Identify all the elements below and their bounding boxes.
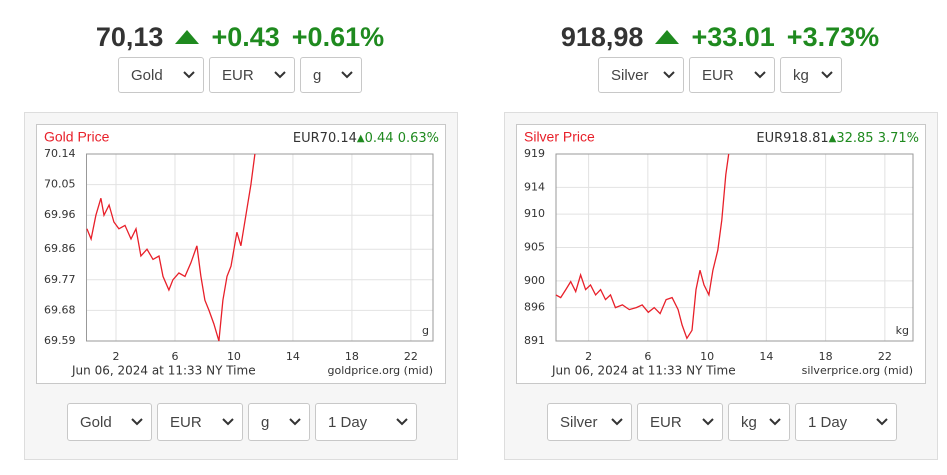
select-text: g [261, 413, 270, 431]
chart-title: Gold Price [44, 129, 110, 145]
y-tick-label: 69.96 [44, 208, 76, 221]
x-tick-label: 18 [345, 350, 359, 363]
x-tick-label: 6 [644, 350, 651, 363]
y-tick-label: 905 [524, 241, 545, 254]
metal-select[interactable]: Gold [118, 57, 204, 93]
metal-select[interactable]: Silver [598, 57, 684, 93]
select-row: Silver EUR kg [493, 57, 947, 93]
currency-select[interactable]: EUR [637, 403, 723, 441]
price-line [555, 153, 730, 340]
select-text: Silver [611, 66, 649, 84]
y-tick-label: 70.14 [44, 147, 76, 160]
quote-change-pct: 0.63% [398, 131, 439, 146]
x-tick-label: 10 [227, 350, 241, 363]
quote-price: EUR918.81 [756, 131, 828, 146]
price: 70,13 [95, 21, 164, 52]
price-header: 918,98 +33.01 +3.73% [493, 18, 947, 56]
unit-label: kg [896, 324, 909, 337]
y-tick-label: 891 [524, 334, 545, 347]
up-icon [175, 30, 200, 44]
y-tick-label: 900 [524, 274, 545, 287]
y-tick-label: 69.77 [44, 273, 76, 286]
unit-select[interactable]: kg [780, 57, 842, 93]
chart: 919 914 910 905 900 896 891 2 6 10 14 18 22 Silver Pr… [524, 129, 919, 378]
range-select[interactable]: 1 Day [315, 403, 417, 441]
y-tick-label: 919 [524, 147, 545, 160]
y-tick-label: 69.68 [44, 303, 76, 316]
change-pct: +0.61% [291, 21, 385, 52]
chart: 70.14 70.05 69.96 69.86 69.77 69.68 69.59 2 6 10 1… [44, 129, 439, 378]
x-tick-label: 18 [819, 350, 833, 363]
select-text: Gold [80, 413, 112, 431]
chart-quote: EUR918.81▲32.85 3.71% [756, 131, 919, 146]
quote-change-pct: 3.71% [878, 131, 919, 146]
up-icon [655, 30, 680, 44]
price-header: 70,13 +0.43 +0.61% [0, 18, 480, 56]
select-text: kg [741, 413, 757, 431]
select-text: EUR [222, 66, 254, 84]
timestamp: Jun 06, 2024 at 11:33 NY Time [71, 364, 256, 378]
currency-select[interactable]: EUR [157, 403, 243, 441]
currency-select[interactable]: EUR [689, 57, 775, 93]
unit-select[interactable]: kg [728, 403, 790, 441]
x-tick-label: 22 [878, 350, 892, 363]
source: goldprice.org (mid) [328, 364, 434, 377]
select-text: 1 Day [328, 413, 368, 431]
x-tick-label: 14 [286, 350, 300, 363]
metal-select[interactable]: Gold [67, 403, 152, 441]
x-tick-label: 2 [112, 350, 119, 363]
chart-panel: 919 914 910 905 900 896 891 2 6 10 14 18 22 Silver Pr… [504, 112, 938, 460]
price-line [86, 153, 256, 342]
quote-arrow: ▲ [829, 133, 837, 144]
quote-change: 32.85 [836, 131, 873, 146]
select-text: EUR [702, 66, 734, 84]
metal-select[interactable]: Silver [547, 403, 632, 441]
x-tick-label: 22 [404, 350, 418, 363]
y-tick-label: 69.86 [44, 242, 76, 255]
source: silverprice.org (mid) [802, 364, 913, 377]
chart-quote: EUR70.14▲0.44 0.63% [293, 131, 439, 146]
select-text: g [313, 66, 322, 84]
unit-label: g [422, 324, 429, 337]
change: +0.43 [211, 21, 280, 52]
select-row: Gold EUR g [0, 57, 480, 93]
chart-box: 919 914 910 905 900 896 891 2 6 10 14 18 22 Silver Pr… [516, 124, 926, 384]
price: 918,98 [560, 21, 644, 52]
quote-change: 0.44 [365, 131, 394, 146]
y-tick-label: 70.05 [44, 178, 76, 191]
y-tick-label: 914 [524, 180, 545, 193]
plot-border [86, 153, 434, 342]
select-text: EUR [650, 413, 682, 431]
x-tick-label: 10 [700, 350, 714, 363]
y-tick-label: 69.59 [44, 334, 76, 347]
y-tick-label: 896 [524, 301, 545, 314]
x-tick-label: 14 [759, 350, 773, 363]
change: +33.01 [691, 21, 775, 52]
range-select[interactable]: 1 Day [795, 403, 897, 441]
currency-select[interactable]: EUR [209, 57, 295, 93]
select-text: Gold [131, 66, 163, 84]
y-tick-label: 910 [524, 207, 545, 220]
select-text: 1 Day [808, 413, 848, 431]
unit-select[interactable]: g [248, 403, 310, 441]
select-text: Silver [560, 413, 598, 431]
x-tick-label: 6 [171, 350, 178, 363]
select-text: EUR [170, 413, 202, 431]
quote-price: EUR70.14 [293, 131, 357, 146]
plot-border [555, 153, 914, 342]
unit-select[interactable]: g [300, 57, 362, 93]
control-row: Silver EUR kg 1 Day [505, 403, 939, 441]
x-tick-label: 2 [585, 350, 592, 363]
change-pct: +3.73% [786, 21, 880, 52]
chart-title: Silver Price [524, 129, 595, 145]
timestamp: Jun 06, 2024 at 11:33 NY Time [551, 364, 736, 378]
select-text: kg [793, 66, 809, 84]
quote-arrow: ▲ [357, 133, 365, 144]
chart-panel: 70.14 70.05 69.96 69.86 69.77 69.68 69.59 2 6 10 1… [24, 112, 458, 460]
control-row: Gold EUR g 1 Day [25, 403, 459, 441]
plot-frame [86, 153, 434, 342]
chart-box: 70.14 70.05 69.96 69.86 69.77 69.68 69.59 2 6 10 1… [36, 124, 446, 384]
